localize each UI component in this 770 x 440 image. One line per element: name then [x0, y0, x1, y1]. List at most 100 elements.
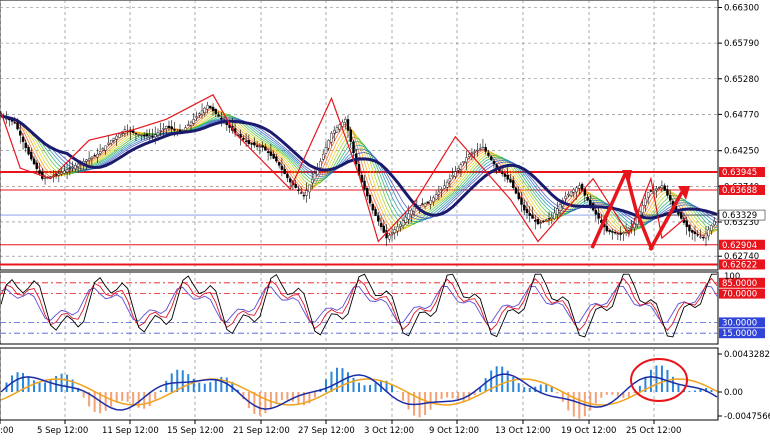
macd-histogram-bar — [385, 380, 388, 392]
candle-body — [531, 214, 534, 219]
macd-histogram-bar — [572, 392, 575, 417]
candle-body — [21, 136, 25, 142]
candle-body — [294, 184, 297, 188]
macd-histogram-bar — [291, 392, 294, 402]
candle-body — [76, 163, 80, 167]
candle-body — [16, 122, 19, 130]
candle-body — [217, 114, 220, 117]
macd-histogram-bar — [88, 392, 91, 407]
candle-body — [335, 127, 339, 133]
candle-body — [710, 225, 713, 231]
macd-histogram-bar — [66, 374, 69, 392]
candle-body — [269, 151, 273, 156]
candle-body — [159, 130, 162, 132]
macd-histogram-bar — [699, 388, 702, 392]
macd-panel[interactable] — [0, 347, 719, 421]
candle-body — [443, 185, 446, 189]
candle-body — [74, 165, 77, 169]
oscillator-level-label: 15.0000 — [722, 329, 757, 339]
macd-histogram-bar — [402, 392, 405, 401]
candle-body — [649, 190, 653, 192]
candle-body — [578, 185, 581, 189]
price-panel[interactable] — [0, 0, 719, 271]
macd-histogram-bar — [523, 387, 526, 392]
oscillator-level-label: 30.0000 — [722, 318, 757, 328]
candle-body — [327, 140, 330, 149]
candle-body — [104, 145, 107, 151]
candle-body — [501, 172, 504, 174]
time-tick-label: 9 Oct 12:00 — [429, 426, 479, 436]
macd-histogram-bar — [446, 392, 449, 398]
candle-body — [170, 126, 173, 130]
candle-body — [509, 179, 512, 183]
candle-body — [699, 236, 702, 238]
macd-histogram-bar — [578, 392, 581, 419]
macd-histogram-bar — [203, 383, 206, 392]
macd-histogram-bar — [363, 385, 366, 392]
candle-body — [366, 187, 369, 197]
candle-body — [702, 237, 705, 239]
candle-body — [87, 158, 91, 161]
candle-body — [605, 225, 609, 232]
candle-body — [200, 110, 204, 115]
macd-histogram-bar — [567, 392, 570, 411]
price-tick-label: 0.62740 — [724, 252, 759, 262]
candle-body — [691, 230, 694, 233]
candle-body — [388, 235, 391, 240]
candle-body — [657, 186, 661, 189]
candle-body — [341, 121, 344, 127]
candle-body — [60, 172, 63, 175]
macd-histogram-bar — [589, 392, 592, 411]
ma-fan-line — [0, 115, 718, 223]
time-tick-label: 3 Oct 12:00 — [364, 426, 414, 436]
macd-histogram-bar — [671, 376, 674, 392]
macd-histogram-bar — [159, 390, 162, 392]
candle-body — [374, 208, 377, 216]
price-tick-label: 0.65790 — [724, 39, 759, 49]
candle-body — [68, 167, 72, 169]
oscillator-panel[interactable] — [0, 271, 719, 345]
candle-body — [611, 231, 614, 233]
candle-body — [704, 233, 708, 239]
candle-body — [536, 219, 540, 225]
oscillator-level-badge — [719, 328, 765, 339]
candle-body — [112, 137, 116, 141]
candle-body — [266, 151, 270, 154]
candle-body — [302, 194, 306, 197]
time-tick-label: 21 Sep 12:00 — [233, 426, 290, 436]
candle-body — [272, 153, 275, 159]
ma-fan-line — [0, 115, 718, 229]
candle-body — [627, 228, 631, 231]
oscillator-line-main — [0, 273, 717, 338]
main-moving-average — [0, 114, 718, 220]
candle-body — [616, 233, 620, 235]
macd-histogram-bar — [33, 380, 36, 392]
macd-histogram-bar — [11, 375, 14, 392]
candle-body — [203, 107, 206, 113]
price-tick-label: 0.64770 — [724, 110, 759, 120]
candle-body — [412, 206, 416, 212]
candle-body — [261, 145, 264, 148]
candle-body — [454, 171, 457, 177]
candle-body — [514, 187, 518, 194]
candle-body — [275, 156, 278, 162]
candle-body — [377, 215, 380, 222]
candle-body — [167, 125, 171, 128]
candle-body — [448, 178, 452, 182]
candle-body — [547, 218, 551, 220]
candle-body — [635, 217, 639, 225]
macd-histogram-bar — [517, 383, 520, 392]
candle-body — [528, 213, 531, 216]
zigzag-line — [0, 94, 688, 243]
candle-body — [206, 105, 209, 110]
candle-body — [655, 188, 658, 191]
macd-histogram-bar — [198, 382, 201, 392]
macd-histogram-bar — [605, 392, 608, 395]
macd-histogram-bar — [137, 392, 140, 408]
macd-histogram-bar — [16, 372, 19, 392]
candle-body — [162, 128, 165, 130]
candle-body — [239, 134, 242, 138]
